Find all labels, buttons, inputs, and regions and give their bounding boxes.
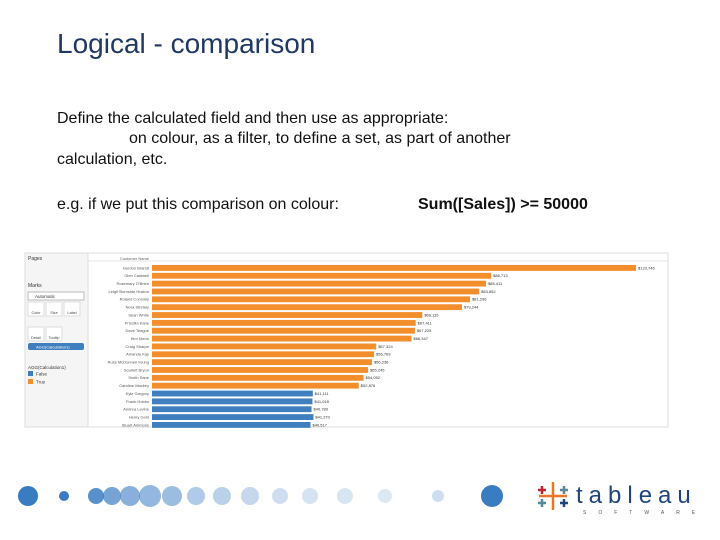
category-label: Kyle Gregory bbox=[126, 391, 149, 396]
legend-label: False bbox=[36, 372, 48, 377]
mark-type-dropdown[interactable] bbox=[27, 291, 85, 301]
value-label: $40,789 bbox=[314, 407, 329, 412]
bar bbox=[152, 398, 313, 405]
bar bbox=[152, 414, 314, 420]
shelf-button[interactable] bbox=[27, 301, 45, 317]
value-label: $69,115 bbox=[424, 312, 439, 317]
shelf-button-label: Label bbox=[67, 311, 76, 315]
bar bbox=[152, 280, 487, 287]
category-label: Sean White bbox=[128, 312, 149, 317]
category-label: Roland Connolly bbox=[120, 297, 149, 302]
logo-sub: SOFTWARE bbox=[583, 510, 707, 516]
logo-mark bbox=[538, 482, 568, 510]
category-label: Nora Stretely bbox=[126, 305, 149, 310]
value-label: $79,244 bbox=[464, 305, 479, 310]
value-label: $40,517 bbox=[312, 422, 327, 427]
shelf-button[interactable] bbox=[27, 326, 45, 342]
bar bbox=[152, 382, 359, 389]
category-label: Amanda Kay bbox=[126, 352, 149, 357]
body-line: calculation, etc. bbox=[57, 151, 168, 168]
bar bbox=[152, 327, 415, 334]
body-line: Define the calculated field and then use… bbox=[57, 110, 449, 127]
value-label: $41,018 bbox=[314, 399, 329, 404]
shelf-button-label: Color bbox=[31, 311, 41, 315]
bar bbox=[152, 343, 377, 350]
category-label: Rosemary O'Brien bbox=[116, 281, 149, 286]
shelf-button-label: Detail bbox=[31, 336, 41, 340]
value-label: $52,876 bbox=[361, 383, 376, 388]
bar bbox=[152, 288, 480, 295]
category-label: Craig Sharpe bbox=[125, 344, 149, 349]
mark-type: Automatic bbox=[35, 294, 56, 299]
bar bbox=[152, 422, 311, 428]
bar bbox=[152, 304, 462, 311]
pages-label: Pages bbox=[28, 256, 43, 262]
bar bbox=[152, 406, 312, 413]
legend-swatch bbox=[28, 371, 33, 376]
bar bbox=[152, 319, 416, 326]
bar bbox=[152, 390, 313, 397]
category-label: Glen Caldwell bbox=[124, 273, 149, 278]
legend-swatch bbox=[28, 379, 33, 384]
value-label: $57,324 bbox=[378, 344, 393, 349]
slide-title: Logical - comparison bbox=[57, 28, 316, 59]
bar bbox=[152, 265, 636, 271]
category-label: Gordon Brandt bbox=[123, 265, 150, 270]
category-label: Priscilla Kane bbox=[125, 320, 150, 325]
value-label: $67,411 bbox=[418, 320, 433, 325]
shelf-button[interactable] bbox=[63, 301, 81, 317]
category-label: Henry Gold bbox=[129, 414, 149, 419]
formula: Sum([Sales]) >= 50000 bbox=[418, 196, 588, 213]
legend-label: True bbox=[36, 380, 46, 385]
shelf-button-label: Tooltip bbox=[49, 336, 60, 340]
bar bbox=[152, 351, 375, 358]
bar bbox=[152, 312, 423, 318]
value-label: $56,236 bbox=[374, 360, 389, 365]
value-label: $83,652 bbox=[481, 289, 496, 294]
value-label: $81,296 bbox=[472, 297, 487, 302]
logo-word: tableau bbox=[576, 482, 697, 509]
bar bbox=[152, 374, 364, 381]
category-label: Andrea Levine bbox=[123, 407, 150, 412]
bar bbox=[152, 367, 369, 373]
color-pill[interactable] bbox=[28, 343, 84, 350]
value-label: $66,347 bbox=[413, 336, 428, 341]
category-label: Russ McDonnell Young bbox=[108, 360, 149, 365]
category-label: Scarlett Bryon bbox=[124, 367, 149, 372]
category-label: Smith Sane bbox=[128, 375, 149, 380]
axis-title: Customer Name bbox=[120, 256, 150, 261]
decoration bbox=[18, 485, 503, 507]
shelf-button[interactable] bbox=[45, 326, 63, 342]
value-label: $55,245 bbox=[370, 367, 385, 372]
body-line: on colour, as a filter, to define a set,… bbox=[129, 130, 511, 147]
value-label: $56,769 bbox=[376, 352, 391, 357]
shelf-button-label: Size bbox=[50, 311, 57, 315]
example-text: e.g. if we put this comparison on colour… bbox=[57, 196, 339, 213]
bar bbox=[152, 296, 470, 303]
shelf-button[interactable] bbox=[45, 301, 63, 317]
bar bbox=[152, 359, 372, 366]
bar bbox=[152, 272, 492, 279]
value-label: $67,225 bbox=[417, 328, 432, 333]
marks-label: Marks bbox=[28, 283, 42, 289]
value-label: $123,746 bbox=[638, 265, 655, 270]
category-label: Caroline Mackey bbox=[119, 383, 149, 388]
category-label: Dave Teague bbox=[126, 328, 150, 333]
bar bbox=[152, 335, 412, 342]
category-label: Stuart Ammons bbox=[122, 422, 149, 427]
value-label: $54,092 bbox=[366, 375, 381, 380]
pill-text: AGG(Calculation1) bbox=[36, 345, 70, 350]
value-label: $86,713 bbox=[493, 273, 508, 278]
category-label: Leigh Burnside Huston bbox=[109, 289, 149, 294]
category-label: Kim Nixon bbox=[131, 336, 149, 341]
category-label: Frank Hobbs bbox=[126, 399, 149, 404]
legend-title: AGG(Calculation1) bbox=[28, 365, 66, 370]
value-label: $41,111 bbox=[315, 391, 330, 396]
value-label: $41,270 bbox=[315, 414, 330, 419]
value-label: $85,411 bbox=[488, 281, 503, 286]
